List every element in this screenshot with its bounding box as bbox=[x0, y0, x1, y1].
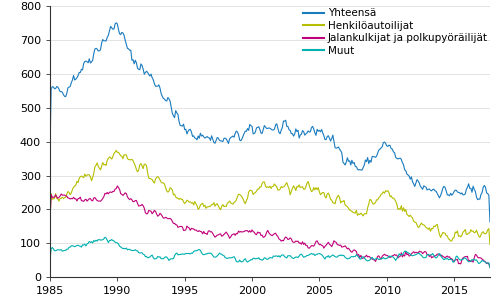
Jalankulkijat ja polkupyöräilijät bbox=[49, 196, 55, 199]
Yhteensä bbox=[49, 85, 55, 89]
Henkilöautoilijat bbox=[47, 217, 53, 221]
Jalankulkijat ja polkupyöräilijät bbox=[47, 220, 53, 223]
Jalankulkijat ja polkupyöräilijät bbox=[480, 258, 486, 262]
Henkilöautoilijat bbox=[230, 202, 236, 206]
Line: Yhteensä: Yhteensä bbox=[50, 23, 490, 222]
Henkilöautoilijat bbox=[146, 176, 152, 180]
Henkilöautoilijat bbox=[287, 193, 293, 197]
Line: Jalankulkijat ja polkupyöräilijät: Jalankulkijat ja polkupyöräilijät bbox=[50, 186, 490, 267]
Muut bbox=[47, 257, 53, 261]
Yhteensä bbox=[480, 185, 486, 189]
Muut bbox=[146, 256, 152, 259]
Yhteensä bbox=[487, 220, 493, 224]
Line: Muut: Muut bbox=[50, 237, 490, 268]
Muut bbox=[287, 254, 293, 257]
Muut bbox=[49, 245, 55, 249]
Muut bbox=[487, 266, 493, 270]
Jalankulkijat ja polkupyöräilijät bbox=[146, 209, 152, 213]
Yhteensä bbox=[113, 21, 119, 25]
Jalankulkijat ja polkupyöräilijät bbox=[114, 184, 120, 188]
Jalankulkijat ja polkupyöräilijät bbox=[230, 233, 236, 236]
Muut bbox=[230, 255, 236, 259]
Muut bbox=[264, 257, 270, 261]
Yhteensä bbox=[287, 128, 293, 132]
Jalankulkijat ja polkupyöräilijät bbox=[287, 236, 293, 240]
Yhteensä bbox=[230, 134, 236, 138]
Henkilöautoilijat bbox=[487, 243, 493, 246]
Henkilöautoilijat bbox=[264, 186, 270, 189]
Jalankulkijat ja polkupyöräilijät bbox=[264, 230, 270, 234]
Line: Henkilöautoilijat: Henkilöautoilijat bbox=[50, 150, 490, 245]
Muut bbox=[480, 259, 486, 263]
Legend: Yhteensä, Henkilöautoilijat, Jalankulkijat ja polkupyöräilijät, Muut: Yhteensä, Henkilöautoilijat, Jalankulkij… bbox=[303, 8, 488, 56]
Henkilöautoilijat bbox=[113, 148, 119, 152]
Yhteensä bbox=[47, 150, 53, 154]
Muut bbox=[102, 235, 108, 239]
Henkilöautoilijat bbox=[49, 197, 55, 201]
Yhteensä bbox=[264, 127, 270, 130]
Jalankulkijat ja polkupyöräilijät bbox=[487, 265, 493, 269]
Yhteensä bbox=[146, 73, 152, 76]
Henkilöautoilijat bbox=[480, 230, 486, 233]
